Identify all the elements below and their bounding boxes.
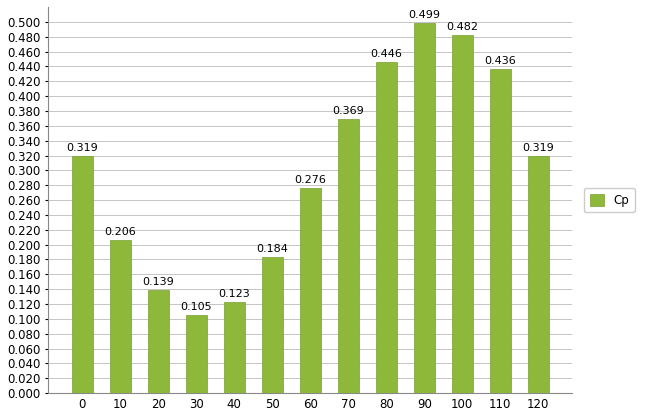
Text: 0.184: 0.184 — [257, 244, 288, 254]
Text: 0.105: 0.105 — [180, 302, 212, 312]
Text: 0.319: 0.319 — [522, 143, 554, 153]
Text: 0.123: 0.123 — [218, 289, 250, 299]
Text: 0.499: 0.499 — [408, 10, 440, 20]
Text: 0.482: 0.482 — [446, 22, 478, 32]
Text: 0.276: 0.276 — [294, 175, 326, 185]
Text: 0.319: 0.319 — [66, 143, 98, 153]
Text: 0.206: 0.206 — [105, 227, 136, 237]
Bar — [490, 69, 511, 393]
Text: 0.436: 0.436 — [484, 56, 516, 66]
Text: 0.139: 0.139 — [143, 277, 174, 287]
Bar — [186, 315, 207, 393]
Bar — [72, 156, 93, 393]
Bar — [224, 302, 245, 393]
Text: 0.369: 0.369 — [332, 106, 364, 116]
Text: 0.446: 0.446 — [370, 49, 402, 59]
Bar — [452, 35, 472, 393]
Bar — [110, 240, 131, 393]
Bar — [414, 23, 435, 393]
Bar — [338, 119, 359, 393]
Legend: Cp: Cp — [584, 188, 635, 212]
Bar — [148, 290, 169, 393]
Bar — [528, 156, 549, 393]
Bar — [300, 188, 320, 393]
Bar — [376, 62, 397, 393]
Bar — [262, 257, 283, 393]
